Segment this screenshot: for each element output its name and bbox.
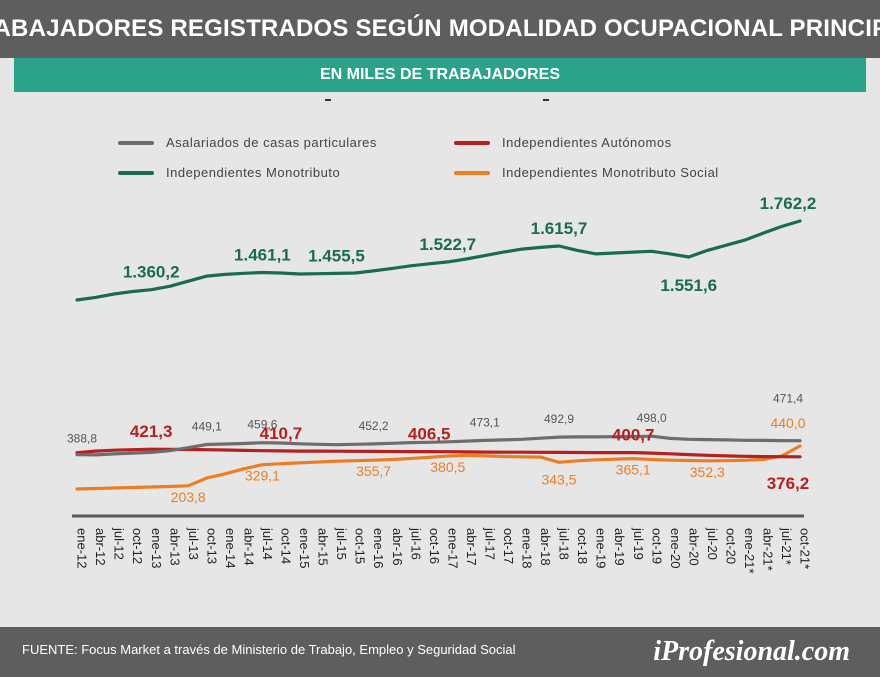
x-tick-label-28: ene-19: [594, 528, 609, 568]
x-tick-label-7: oct-13: [204, 528, 219, 564]
x-tick-label-22: jul-17: [482, 527, 497, 560]
source-note: FUENTE: Focus Market a través de Ministe…: [22, 642, 516, 657]
footer-bar: FUENTE: Focus Market a través de Ministe…: [0, 627, 880, 677]
data-label-social-30: 365,1: [616, 462, 651, 478]
x-tick-label-25: abr-18: [538, 528, 553, 566]
legend-swatch-social: [454, 170, 490, 175]
x-tick-label-17: abr-16: [390, 528, 405, 566]
data-label-social-16: 355,7: [356, 463, 391, 479]
x-tick-label-29: abr-19: [612, 528, 627, 566]
chart-subtitle: EN MILES DE TRABAJADORES: [319, 66, 561, 83]
data-label-monotributo-33: 1.551,6: [660, 276, 717, 295]
legend-label-autonomos: Independientes Autónomos: [502, 135, 672, 150]
data-label-monotributo-14: 1.455,5: [308, 246, 365, 265]
legend-label-social: Independientes Monotributo Social: [502, 165, 719, 180]
x-tick-label-16: ene-16: [371, 528, 386, 568]
legend-item-social: Independientes Monotributo Social: [454, 165, 719, 180]
legend-item-autonomos: Independientes Autónomos: [454, 135, 672, 150]
x-tick-label-18: jul-16: [408, 527, 423, 560]
x-tick-label-6: jul-13: [186, 527, 201, 560]
x-tick-label-24: ene-18: [519, 528, 534, 568]
legend-swatch-asalariados: [118, 140, 154, 145]
series-line-autonomos: [75, 447, 802, 459]
data-label-autonomos-30: 400,7: [612, 426, 655, 445]
x-tick-label-39: oct-21*: [798, 528, 813, 569]
x-tick-label-14: jul-15: [334, 527, 349, 560]
x-tick-label-8: ene-14: [223, 528, 238, 568]
data-label-autonomos-19: 406,5: [408, 425, 451, 444]
legend-item-monotributo: Independientes Monotributo: [118, 165, 340, 180]
data-label-social-34: 352,3: [690, 464, 725, 480]
x-tick-label-27: oct-18: [575, 528, 590, 564]
data-label-asalariados-7: 449,1: [192, 420, 222, 434]
x-tick-label-9: abr-14: [241, 528, 256, 566]
x-tick-label-19: oct-16: [427, 528, 442, 564]
data-label-monotributo-4: 1.360,2: [123, 263, 180, 282]
x-tick-label-21: abr-17: [464, 528, 479, 566]
data-label-monotributo-20: 1.522,7: [419, 235, 476, 254]
legend-item-asalariados: Asalariados de casas particulares: [118, 135, 377, 150]
x-tick-label-35: oct-20: [723, 528, 738, 564]
x-tick-label-32: ene-20: [668, 528, 683, 568]
decor-tick-left: [325, 99, 331, 101]
x-tick-label-5: abr-13: [167, 528, 182, 566]
data-label-asalariados-0: 388,8: [67, 432, 97, 446]
data-label-social-26: 343,5: [541, 471, 576, 487]
data-label-monotributo-26: 1.615,7: [531, 219, 588, 238]
x-tick-label-0: ene-12: [75, 528, 90, 568]
x-tick-label-38: jul-21*: [779, 527, 794, 565]
data-label-asalariados-26: 492,9: [544, 412, 574, 426]
x-tick-label-23: oct-17: [501, 528, 516, 564]
data-label-monotributo-39: 1.762,2: [760, 194, 817, 213]
x-tick-label-20: ene-17: [445, 528, 460, 568]
data-label-social-10: 329,1: [245, 468, 280, 484]
x-tick-label-33: abr-20: [686, 528, 701, 566]
decor-tick-right: [543, 99, 549, 101]
data-label-asalariados-39: 471,4: [773, 392, 803, 406]
data-label-asalariados-10: 459,6: [247, 418, 277, 432]
data-label-social-6: 203,8: [171, 489, 206, 505]
data-label-autonomos-39: 376,2: [767, 474, 810, 493]
data-label-autonomos-4: 421,3: [130, 422, 173, 441]
legend-label-asalariados: Asalariados de casas particulares: [166, 135, 377, 150]
x-tick-label-34: jul-20: [705, 527, 720, 560]
x-tick-label-11: oct-14: [278, 528, 293, 564]
subtitle-bar: EN MILES DE TRABAJADORES: [14, 58, 866, 92]
brand-logo: iProfesional.com: [653, 636, 850, 667]
x-tick-label-2: jul-12: [112, 527, 127, 560]
chart-title: TRABAJADORES REGISTRADOS SEGÚN MODALIDAD…: [0, 15, 880, 42]
line-chart: 388,8 449,1 459,6 452,2 473,1 492,9 498,0 471,4…: [67, 194, 817, 574]
header-bar: TRABAJADORES REGISTRADOS SEGÚN MODALIDAD…: [0, 0, 880, 58]
data-label-social-39: 440,0: [770, 415, 805, 431]
x-tick-label-37: abr-21*: [760, 528, 775, 571]
x-tick-label-4: ene-13: [149, 528, 164, 568]
x-tick-label-31: oct-19: [649, 528, 664, 564]
x-tick-label-15: oct-15: [353, 528, 368, 564]
legend-swatch-autonomos: [454, 140, 490, 145]
data-label-asalariados-31: 498,0: [637, 411, 667, 425]
legend-swatch-monotributo: [118, 170, 154, 175]
x-tick-label-1: abr-12: [93, 528, 108, 566]
data-label-social-20: 380,5: [430, 459, 465, 475]
x-tick-label-3: oct-12: [130, 528, 145, 564]
series-line-asalariados: [75, 434, 802, 457]
data-label-asalariados-16: 452,2: [359, 419, 389, 433]
x-tick-label-30: jul-19: [631, 527, 646, 560]
series-line-social: [75, 444, 802, 491]
x-tick-label-13: abr-15: [316, 528, 331, 566]
x-tick-label-26: jul-18: [557, 527, 572, 560]
series-line-monotributo: [75, 219, 802, 302]
x-tick-label-10: jul-14: [260, 527, 275, 560]
x-tick-label-12: ene-15: [297, 528, 312, 568]
data-label-asalariados-22: 473,1: [470, 415, 500, 429]
data-label-autonomos-11: 410,7: [260, 424, 303, 443]
x-tick-label-36: ene-21*: [742, 528, 757, 574]
data-label-monotributo-10: 1.461,1: [234, 246, 291, 265]
legend-label-monotributo: Independientes Monotributo: [166, 165, 341, 180]
